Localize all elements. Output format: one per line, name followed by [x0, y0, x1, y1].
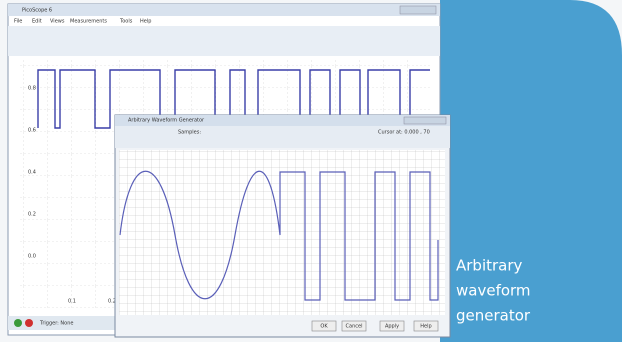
scope-titlebar: [8, 4, 440, 16]
window-controls[interactable]: [400, 6, 436, 14]
y-label: 0.6: [28, 128, 36, 134]
menu-bar: File Edit Views Measurements Tools Help: [14, 19, 151, 25]
help-label[interactable]: Help: [420, 324, 431, 330]
samples-label: Samples:: [178, 130, 201, 136]
x-label: 0.1: [68, 299, 76, 305]
toolbar: [8, 26, 440, 56]
cursor-readout: Cursor at: 0.000 , 70: [378, 130, 430, 136]
menu-item[interactable]: Measurements: [70, 19, 107, 25]
window-controls[interactable]: [404, 117, 446, 124]
awg-grid: [119, 150, 445, 315]
screenshot: PicoScope 6 File Edit Views Measurements…: [0, 0, 622, 342]
page: PicoScope 6 File Edit Views Measurements…: [0, 0, 622, 342]
y-label: 0.8: [28, 86, 36, 92]
awg-window: Arbitrary Waveform Generator Samples: Cu…: [115, 115, 450, 337]
stop-button[interactable]: [25, 319, 33, 327]
menu-item[interactable]: File: [14, 19, 22, 25]
scope-title: PicoScope 6: [22, 8, 52, 14]
menu-item[interactable]: Tools: [119, 19, 133, 25]
cancel-label[interactable]: Cancel: [346, 324, 363, 330]
menu-item[interactable]: Views: [50, 19, 65, 25]
trigger-label: Trigger: None: [39, 321, 73, 327]
ok-label[interactable]: OK: [320, 324, 328, 330]
menu-item[interactable]: Help: [140, 19, 151, 25]
run-button[interactable]: [14, 319, 22, 327]
caption-line: Arbitrary: [456, 257, 523, 275]
y-label: 0.2: [28, 212, 36, 218]
y-label: 0.4: [28, 170, 36, 176]
caption-line: generator: [456, 307, 531, 325]
apply-label[interactable]: Apply: [385, 324, 399, 330]
menu-item[interactable]: Edit: [32, 19, 42, 25]
caption-line: waveform: [456, 282, 531, 300]
y-label: 0.0: [28, 254, 36, 260]
awg-title: Arbitrary Waveform Generator: [128, 118, 205, 124]
